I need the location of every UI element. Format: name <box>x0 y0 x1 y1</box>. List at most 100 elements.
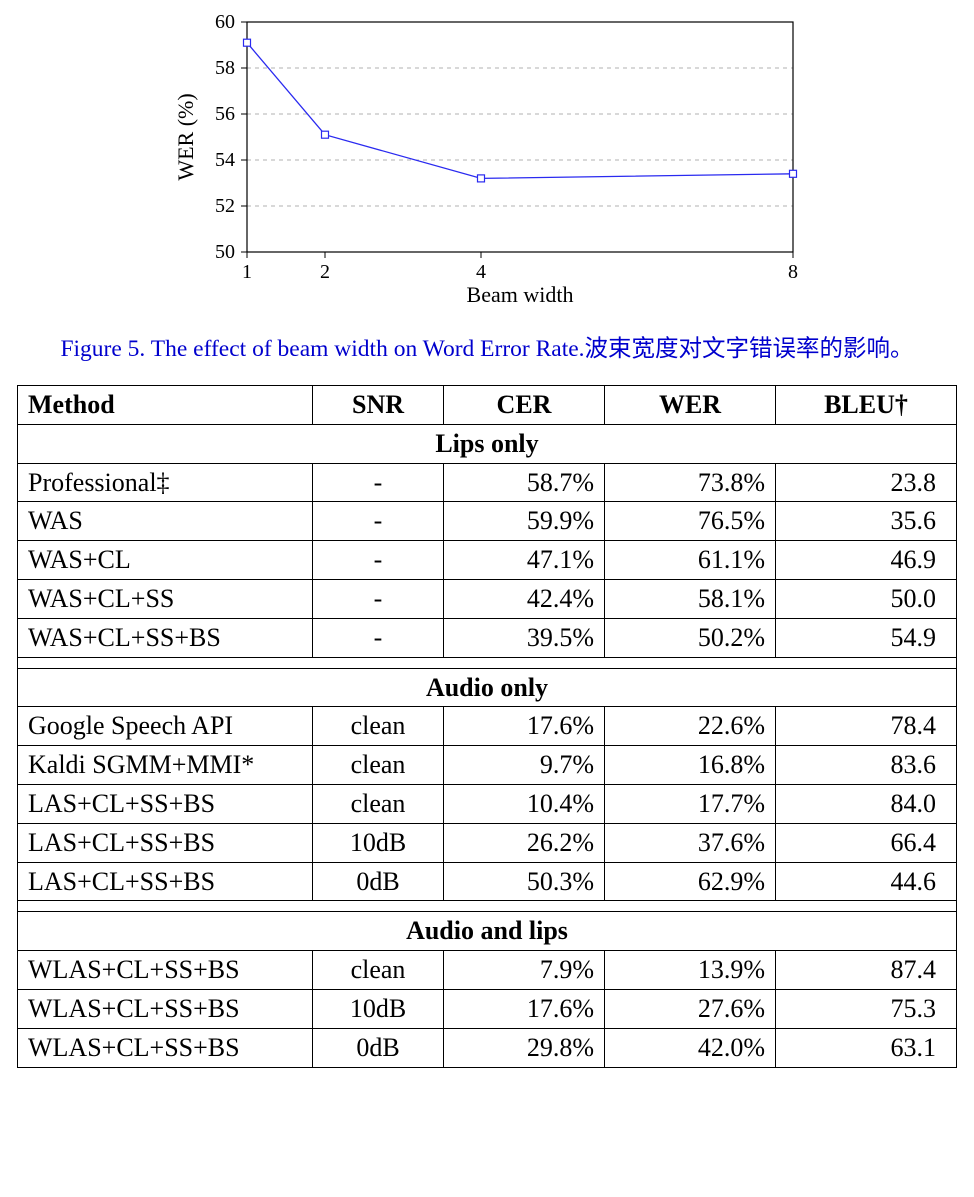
cell-snr: - <box>313 502 444 541</box>
cell-snr: - <box>313 579 444 618</box>
svg-text:WER (%): WER (%) <box>173 93 198 180</box>
table-row: Kaldi SGMM+MMI*clean9.7%16.8%83.6 <box>18 746 957 785</box>
figure-caption: Figure 5. The effect of beam width on Wo… <box>10 329 964 363</box>
col-method: Method <box>18 386 313 425</box>
section-gap <box>18 657 957 668</box>
beam-width-chart: 5052545658601248Beam widthWER (%) <box>167 10 807 315</box>
cell-bleu: 87.4 <box>776 951 957 990</box>
cell-wer: 16.8% <box>605 746 776 785</box>
cell-snr: clean <box>313 746 444 785</box>
cell-method: Google Speech API <box>18 707 313 746</box>
table-row: LAS+CL+SS+BS10dB26.2%37.6%66.4 <box>18 823 957 862</box>
svg-text:56: 56 <box>215 103 235 125</box>
section-title: Audio only <box>18 668 957 707</box>
svg-text:1: 1 <box>242 261 252 283</box>
svg-text:4: 4 <box>476 261 486 283</box>
cell-method: WLAS+CL+SS+BS <box>18 951 313 990</box>
table-row: WLAS+CL+SS+BS10dB17.6%27.6%75.3 <box>18 989 957 1028</box>
svg-text:Beam width: Beam width <box>467 282 574 307</box>
col-snr: SNR <box>313 386 444 425</box>
table-section-header: Lips only <box>18 424 957 463</box>
cell-method: LAS+CL+SS+BS <box>18 784 313 823</box>
section-title: Audio and lips <box>18 912 957 951</box>
cell-method: Professional‡ <box>18 463 313 502</box>
cell-snr: 0dB <box>313 862 444 901</box>
cell-method: WAS+CL <box>18 541 313 580</box>
table-row: WAS-59.9%76.5%35.6 <box>18 502 957 541</box>
cell-bleu: 83.6 <box>776 746 957 785</box>
table-header-row: Method SNR CER WER BLEU† <box>18 386 957 425</box>
table-row: WLAS+CL+SS+BSclean7.9%13.9%87.4 <box>18 951 957 990</box>
cell-wer: 76.5% <box>605 502 776 541</box>
chart-svg: 5052545658601248Beam widthWER (%) <box>167 10 807 310</box>
section-title: Lips only <box>18 424 957 463</box>
cell-wer: 58.1% <box>605 579 776 618</box>
table-row: WAS+CL+SS+BS-39.5%50.2%54.9 <box>18 618 957 657</box>
cell-wer: 50.2% <box>605 618 776 657</box>
cell-bleu: 46.9 <box>776 541 957 580</box>
cell-cer: 59.9% <box>444 502 605 541</box>
table-section-header: Audio and lips <box>18 912 957 951</box>
table-row: Google Speech APIclean17.6%22.6%78.4 <box>18 707 957 746</box>
cell-snr: - <box>313 618 444 657</box>
table-row: WAS+CL+SS-42.4%58.1%50.0 <box>18 579 957 618</box>
svg-text:54: 54 <box>215 149 235 171</box>
cell-snr: 10dB <box>313 989 444 1028</box>
cell-snr: 10dB <box>313 823 444 862</box>
table-section-header: Audio only <box>18 668 957 707</box>
cell-cer: 26.2% <box>444 823 605 862</box>
cell-bleu: 23.8 <box>776 463 957 502</box>
cell-method: LAS+CL+SS+BS <box>18 862 313 901</box>
results-table: Method SNR CER WER BLEU† Lips onlyProfes… <box>17 385 957 1068</box>
section-gap <box>18 901 957 912</box>
cell-method: LAS+CL+SS+BS <box>18 823 313 862</box>
cell-cer: 7.9% <box>444 951 605 990</box>
table-row: LAS+CL+SS+BS0dB50.3%62.9%44.6 <box>18 862 957 901</box>
cell-method: WAS <box>18 502 313 541</box>
table-row: Professional‡-58.7%73.8%23.8 <box>18 463 957 502</box>
col-cer: CER <box>444 386 605 425</box>
svg-text:50: 50 <box>215 241 235 263</box>
table-row: WLAS+CL+SS+BS0dB29.8%42.0%63.1 <box>18 1028 957 1067</box>
cell-bleu: 84.0 <box>776 784 957 823</box>
cell-wer: 13.9% <box>605 951 776 990</box>
table-row: WAS+CL-47.1%61.1%46.9 <box>18 541 957 580</box>
svg-text:58: 58 <box>215 57 235 79</box>
cell-bleu: 35.6 <box>776 502 957 541</box>
svg-text:52: 52 <box>215 195 235 217</box>
col-wer: WER <box>605 386 776 425</box>
cell-cer: 9.7% <box>444 746 605 785</box>
cell-bleu: 44.6 <box>776 862 957 901</box>
cell-cer: 17.6% <box>444 989 605 1028</box>
cell-cer: 50.3% <box>444 862 605 901</box>
cell-cer: 47.1% <box>444 541 605 580</box>
cell-bleu: 54.9 <box>776 618 957 657</box>
cell-cer: 17.6% <box>444 707 605 746</box>
cell-snr: - <box>313 541 444 580</box>
cell-snr: clean <box>313 707 444 746</box>
cell-method: WAS+CL+SS+BS <box>18 618 313 657</box>
cell-bleu: 66.4 <box>776 823 957 862</box>
cell-wer: 37.6% <box>605 823 776 862</box>
cell-wer: 27.6% <box>605 989 776 1028</box>
svg-text:8: 8 <box>788 261 798 283</box>
cell-method: WLAS+CL+SS+BS <box>18 989 313 1028</box>
cell-method: Kaldi SGMM+MMI* <box>18 746 313 785</box>
cell-wer: 17.7% <box>605 784 776 823</box>
cell-snr: clean <box>313 951 444 990</box>
table-row: LAS+CL+SS+BSclean10.4%17.7%84.0 <box>18 784 957 823</box>
cell-method: WLAS+CL+SS+BS <box>18 1028 313 1067</box>
cell-snr: - <box>313 463 444 502</box>
cell-wer: 22.6% <box>605 707 776 746</box>
cell-cer: 10.4% <box>444 784 605 823</box>
cell-method: WAS+CL+SS <box>18 579 313 618</box>
cell-cer: 39.5% <box>444 618 605 657</box>
cell-wer: 73.8% <box>605 463 776 502</box>
cell-wer: 42.0% <box>605 1028 776 1067</box>
cell-bleu: 50.0 <box>776 579 957 618</box>
cell-snr: clean <box>313 784 444 823</box>
svg-text:2: 2 <box>320 261 330 283</box>
col-bleu: BLEU† <box>776 386 957 425</box>
cell-wer: 61.1% <box>605 541 776 580</box>
cell-bleu: 75.3 <box>776 989 957 1028</box>
